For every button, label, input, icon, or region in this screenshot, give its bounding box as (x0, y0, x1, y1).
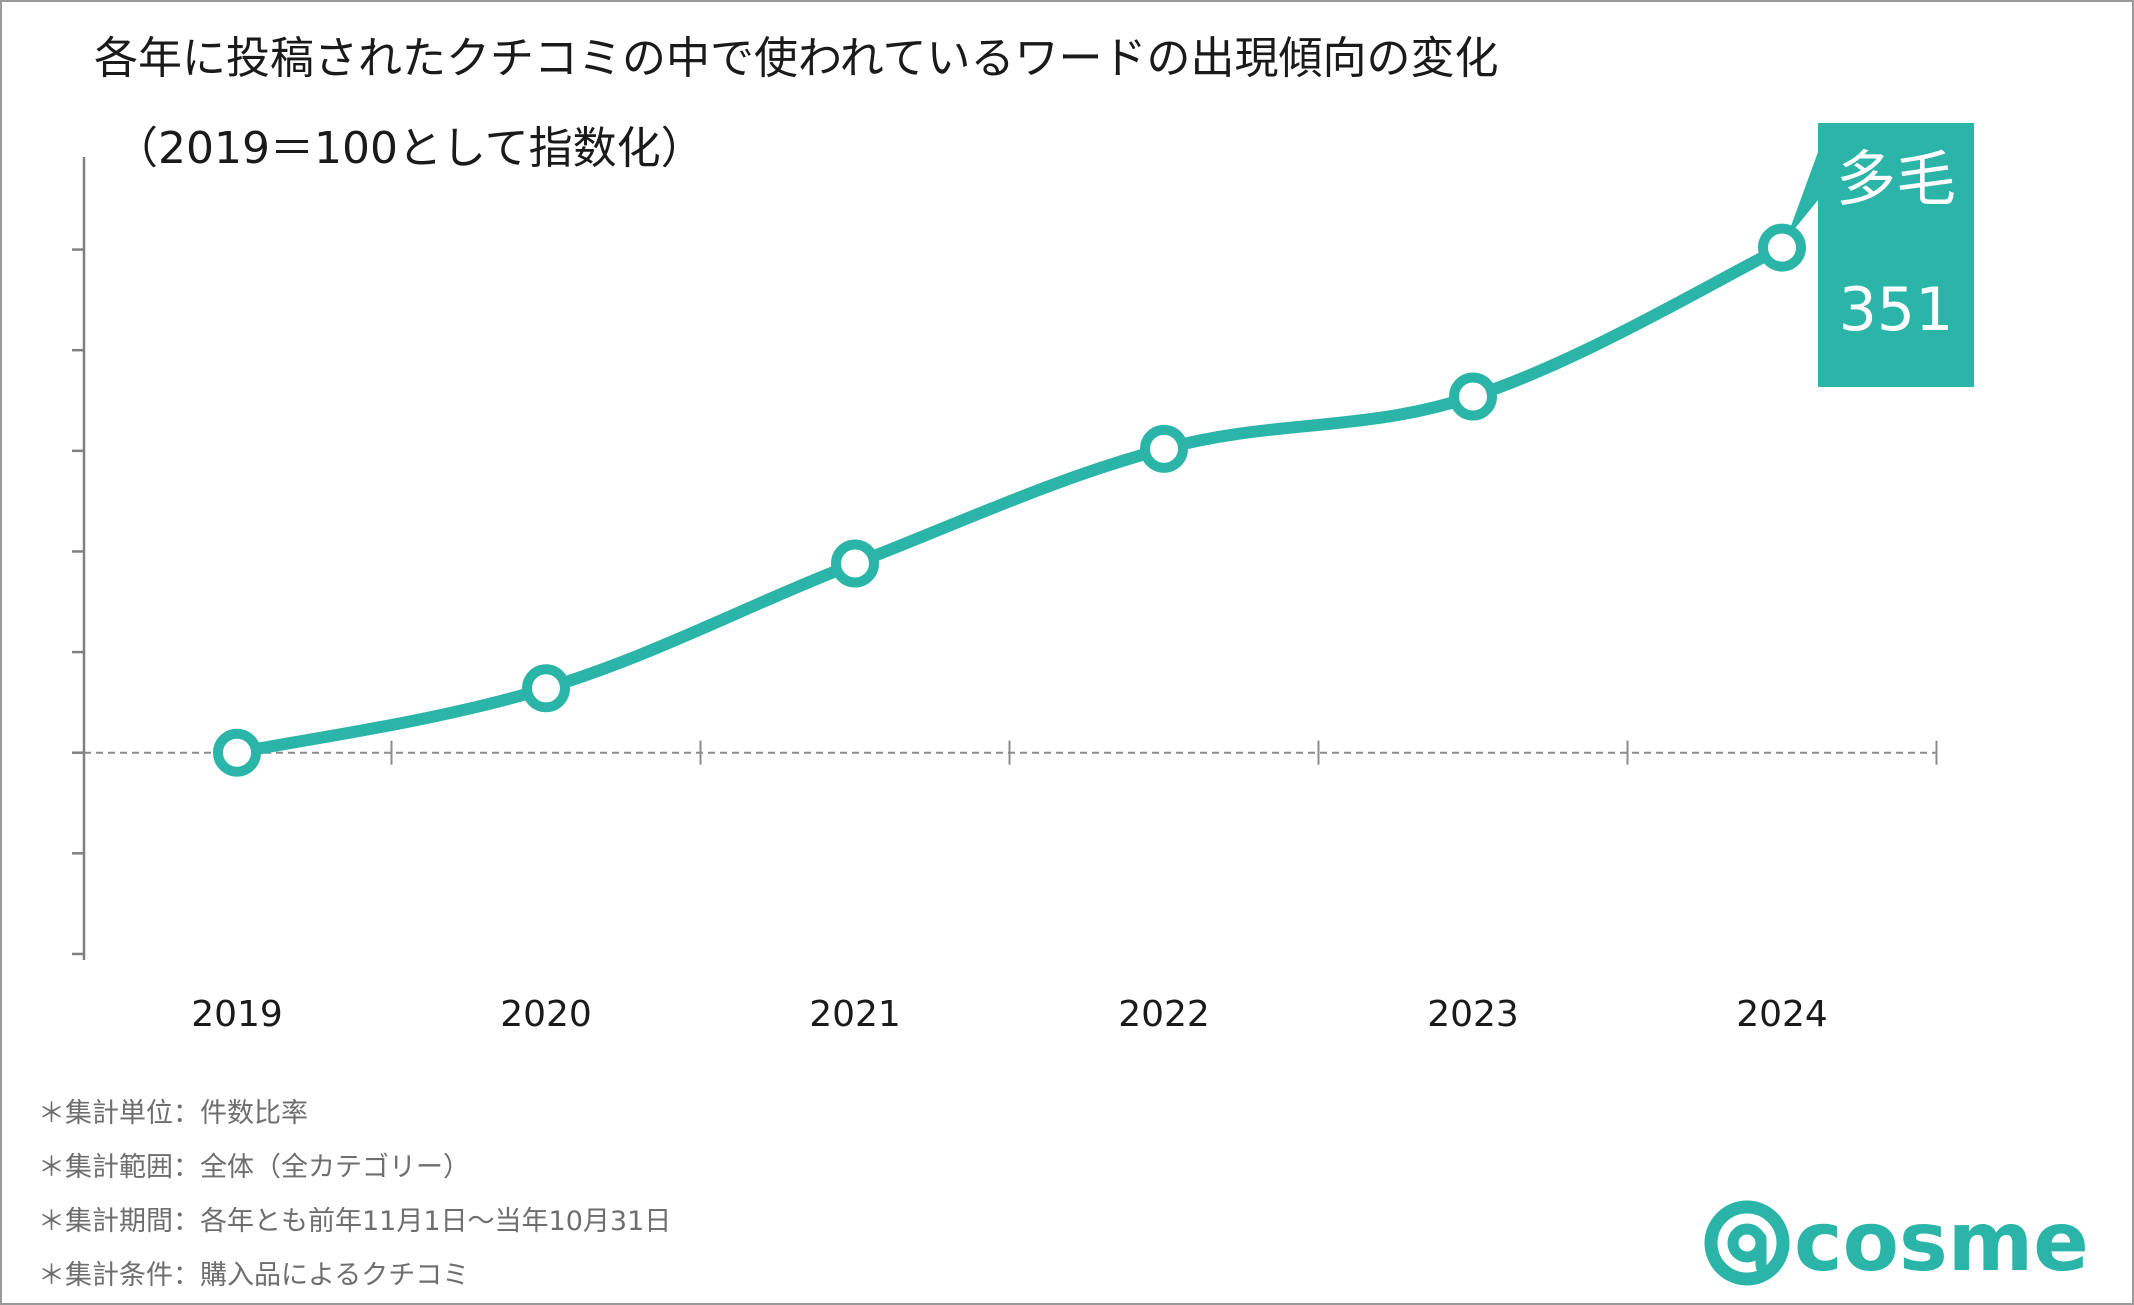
footnote-period: ＊集計期間：各年とも前年11月1日～当年10月31日 (38, 1206, 672, 1237)
callout-label: 多毛 (1836, 145, 1956, 215)
data-point (1449, 372, 1497, 421)
x-tick-label: 2020 (500, 994, 592, 1035)
series-line (231, 241, 1788, 759)
data-point (1140, 424, 1188, 473)
data-point (522, 664, 570, 713)
x-tick-label: 2021 (809, 994, 901, 1035)
footnote-condition: ＊集計条件：購入品によるクチコミ (38, 1260, 470, 1291)
chart-title: 各年に投稿されたクチコミの中で使われているワードの出現傾向の変化 (94, 33, 1499, 84)
x-tick-label: 2022 (1118, 994, 1210, 1035)
footnote-range: ＊集計範囲：全体（全カテゴリー） (38, 1152, 470, 1183)
callout-box: 多毛 351 (1818, 123, 1974, 387)
data-point (213, 728, 261, 777)
callout-pointer (1786, 152, 1818, 240)
chart-subtitle: （2019＝100として指数化） (114, 123, 705, 174)
cosme-logo-wordmark: cosme (1794, 1198, 2089, 1288)
data-point (1758, 223, 1806, 272)
cosme-logo-mark (1704, 1200, 1790, 1286)
callout-value: 351 (1838, 275, 1954, 345)
cosme-logo: cosme (1704, 1198, 2089, 1288)
x-tick-label: 2019 (191, 994, 283, 1035)
x-tick-label: 2024 (1736, 994, 1828, 1035)
data-point (831, 539, 879, 588)
footnote-unit: ＊集計単位：件数比率 (38, 1098, 308, 1129)
x-tick-label: 2023 (1427, 994, 1519, 1035)
